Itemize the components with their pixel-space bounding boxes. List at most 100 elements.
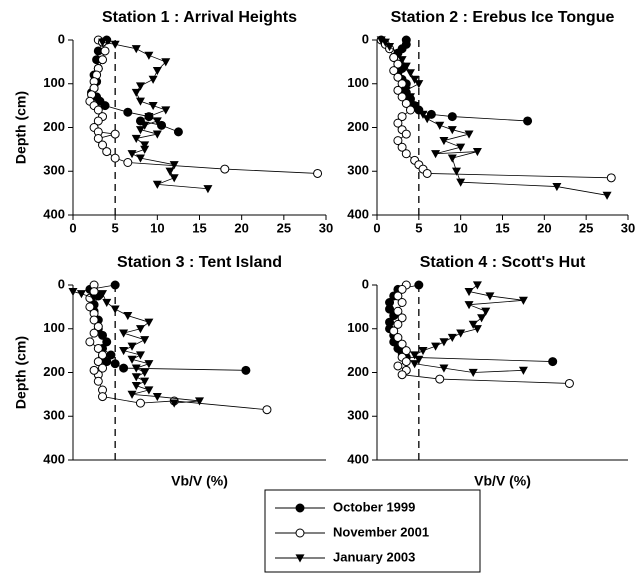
marker (100, 101, 110, 111)
marker (464, 301, 474, 310)
y-tick-label: 200 (347, 364, 369, 379)
marker (98, 140, 108, 150)
marker (447, 112, 457, 122)
marker (89, 294, 99, 303)
marker (401, 86, 411, 95)
marker (169, 399, 179, 408)
x-tick-label: 30 (621, 220, 635, 235)
marker (140, 377, 150, 386)
x-tick-label: 10 (453, 220, 467, 235)
marker (405, 93, 415, 102)
marker (102, 298, 112, 307)
y-tick-label: 400 (347, 206, 369, 221)
marker (401, 346, 411, 356)
marker (152, 180, 162, 189)
x-tick-label: 25 (579, 220, 593, 235)
marker (89, 365, 99, 375)
marker (431, 342, 441, 351)
x-tick-label: 10 (150, 220, 164, 235)
x-tick-label: 20 (537, 220, 551, 235)
marker (98, 55, 108, 65)
marker (410, 360, 420, 369)
y-tick-label: 100 (43, 75, 65, 90)
y-tick-label: 0 (58, 276, 65, 291)
y-tick-label: 0 (362, 276, 369, 291)
y-tick-label: 400 (43, 451, 65, 466)
marker (135, 82, 145, 91)
marker (241, 365, 251, 375)
marker (405, 69, 415, 78)
marker (195, 397, 204, 406)
marker (140, 145, 150, 154)
marker (152, 67, 162, 76)
y-tick-label: 300 (43, 163, 65, 178)
y-tick-label: 400 (347, 451, 369, 466)
marker (414, 280, 424, 290)
marker (135, 351, 145, 360)
panel-title: Station 3 : Tent Island (117, 254, 282, 271)
legend-label: October 1999 (333, 499, 415, 514)
marker (119, 329, 129, 338)
x-axis-label: Vb/V (%) (171, 473, 228, 489)
marker (98, 38, 108, 47)
marker (397, 142, 407, 152)
marker (389, 53, 399, 62)
marker (401, 129, 411, 139)
marker (401, 149, 411, 159)
marker (393, 136, 403, 146)
marker (98, 350, 108, 360)
marker (140, 336, 150, 345)
marker (393, 319, 403, 329)
x-tick-label: 15 (192, 220, 206, 235)
marker (518, 296, 528, 305)
marker (439, 338, 449, 347)
marker (548, 357, 558, 367)
marker (447, 126, 457, 135)
marker (401, 62, 411, 71)
series-line (89, 39, 318, 174)
marker (472, 281, 482, 290)
marker (93, 376, 103, 386)
marker (127, 150, 137, 159)
x-tick-label: 0 (373, 220, 380, 235)
x-tick-label: 5 (112, 220, 119, 235)
series-line (89, 285, 268, 411)
panel-title: Station 4 : Scott's Hut (420, 254, 586, 271)
marker (295, 554, 305, 563)
marker (98, 330, 108, 340)
marker (173, 127, 183, 137)
legend-label: November 2001 (333, 524, 429, 539)
marker (152, 130, 162, 139)
y-tick-label: 200 (43, 119, 65, 134)
marker (397, 298, 407, 307)
marker (393, 291, 403, 301)
marker (131, 134, 141, 143)
x-tick-label: 25 (277, 220, 291, 235)
marker (477, 314, 487, 323)
x-axis-label: Vb/V (%) (474, 473, 531, 489)
marker (435, 121, 445, 130)
marker (89, 328, 99, 338)
marker (393, 72, 403, 82)
marker (102, 337, 112, 347)
marker (602, 191, 612, 200)
marker (93, 343, 103, 353)
marker (98, 290, 108, 299)
marker (393, 85, 403, 95)
x-tick-label: 15 (495, 220, 509, 235)
marker (119, 363, 129, 373)
marker (451, 167, 461, 176)
marker (422, 115, 432, 124)
y-tick-label: 300 (347, 408, 369, 423)
marker (389, 66, 399, 76)
legend-label: January 2003 (333, 549, 415, 564)
marker (131, 88, 141, 97)
marker (410, 102, 420, 111)
marker (131, 364, 141, 373)
marker (165, 167, 175, 176)
marker (98, 363, 108, 373)
marker (472, 147, 482, 157)
marker (439, 364, 449, 373)
marker (169, 174, 179, 183)
